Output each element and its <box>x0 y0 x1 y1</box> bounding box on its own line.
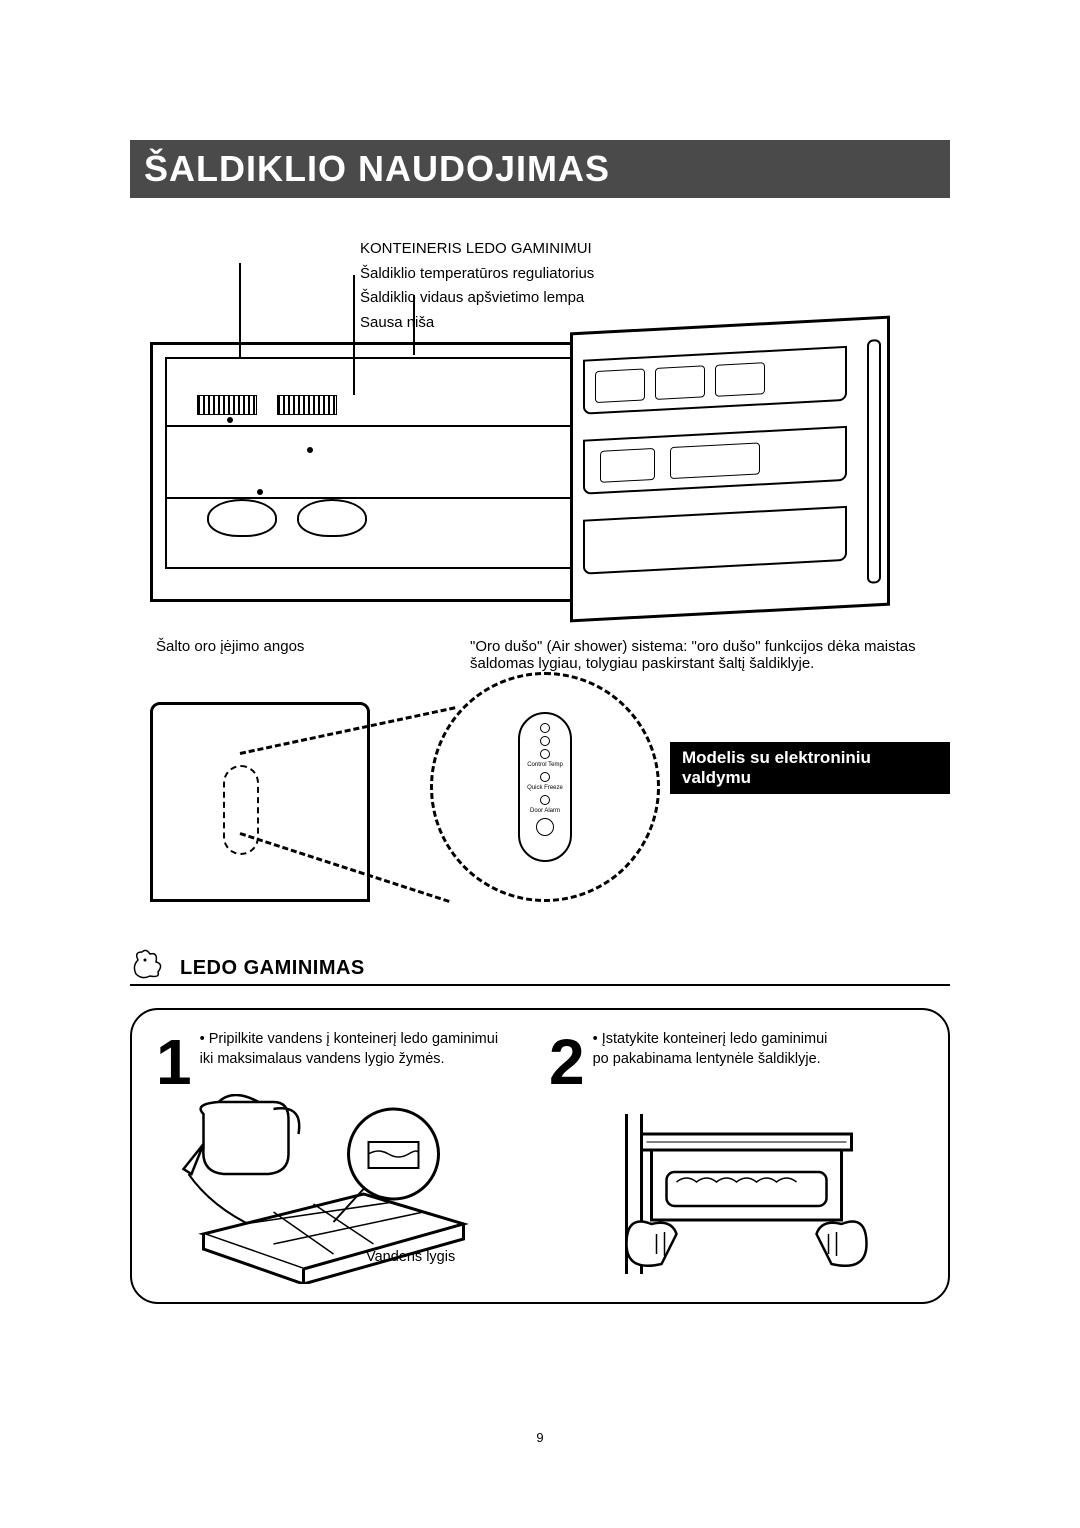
panel-label-door-alarm: Door Alarm <box>520 808 570 814</box>
door-handle <box>867 339 881 584</box>
pour-water-illustration <box>156 1094 531 1284</box>
step-number-2: 2 <box>549 1030 585 1094</box>
control-panel-illustration: Control Temp Quick Freeze Door Alarm <box>518 712 572 862</box>
insert-tray-illustration <box>549 1094 924 1284</box>
zoom-circle: Control Temp Quick Freeze Door Alarm <box>430 672 660 902</box>
label-ice-container: KONTEINERIS LEDO GAMINIMUI <box>360 238 950 261</box>
callout-dot <box>307 447 313 453</box>
indicator-led-icon <box>540 723 550 733</box>
page-number: 9 <box>130 1430 950 1445</box>
leader-line <box>413 295 415 355</box>
page-title: ŠALDIKLIO NAUDOJIMAS <box>144 148 610 189</box>
info-icon <box>536 818 554 836</box>
step-2: 2 • Įstatykite konteinerį ledo gaminimui… <box>549 1030 924 1284</box>
step-1-line-1: • Pripilkite vandens į konteinerį ledo g… <box>156 1030 531 1050</box>
steps-container: 1 • Pripilkite vandens į konteinerį ledo… <box>130 1008 950 1304</box>
callout-dot <box>227 417 233 423</box>
step-2-text: • Įstatykite konteinerį ledo gaminimui p… <box>549 1030 924 1069</box>
section-heading: LEDO GAMINIMAS <box>180 957 365 980</box>
freezer-open-diagram <box>130 342 950 632</box>
panel-location-callout <box>223 765 259 855</box>
food-package-icon <box>600 448 655 483</box>
step-2-illustration <box>549 1094 924 1284</box>
shelf <box>167 489 573 499</box>
food-package-icon <box>715 362 765 397</box>
control-panel-diagram: Control Temp Quick Freeze Door Alarm Mod… <box>130 682 950 942</box>
diagram-bottom-labels: Šalto oro įėjimo angos "Oro dušo" (Air s… <box>130 638 950 672</box>
step-2-line-2: po pakabinama lentynėle šaldiklyje. <box>549 1050 924 1070</box>
indicator-led-icon <box>540 736 550 746</box>
leader-line <box>353 275 355 395</box>
freezer-cabinet <box>150 342 590 602</box>
ice-tray-icon <box>277 395 337 415</box>
freezer-door <box>570 316 890 623</box>
model-badge: Modelis su elektroniniu valdymu <box>670 742 950 794</box>
cabinet-interior <box>165 357 575 569</box>
leader-line <box>239 263 241 357</box>
model-badge-text: Modelis su elektroniniu valdymu <box>682 748 871 787</box>
label-temp-regulator: Šaldiklio temperatūros reguliatorius <box>360 263 950 286</box>
frozen-food-icon <box>297 499 367 537</box>
step-1: 1 • Pripilkite vandens į konteinerį ledo… <box>156 1030 531 1284</box>
panel-label-quick-freeze: Quick Freeze <box>520 785 570 791</box>
door-shelf <box>583 426 847 495</box>
door-shelf <box>583 506 847 575</box>
squirrel-icon <box>130 946 170 980</box>
water-level-label: Vandens lygis <box>366 1249 455 1265</box>
step-1-line-2: iki maksimalaus vandens lygio žymės. <box>156 1050 531 1070</box>
step-2-line-1: • Įstatykite konteinerį ledo gaminimui <box>549 1030 924 1050</box>
label-interior-lamp: Šaldiklio vidaus apšvietimo lempa <box>360 287 950 310</box>
door-shelf <box>583 346 847 415</box>
button-icon <box>540 795 550 805</box>
section-heading-row: LEDO GAMINIMAS <box>130 946 950 986</box>
label-air-shower: "Oro dušo" (Air shower) sistema: "oro du… <box>470 638 916 672</box>
food-package-icon <box>595 368 645 403</box>
ice-tray-icon <box>197 395 257 415</box>
indicator-led-icon <box>540 749 550 759</box>
frozen-food-icon <box>207 499 277 537</box>
button-icon <box>540 772 550 782</box>
callout-dot <box>257 489 263 495</box>
panel-label-control-temp: Control Temp <box>520 762 570 768</box>
step-number-1: 1 <box>156 1030 192 1094</box>
step-1-illustration: Vandens lygis <box>156 1094 531 1284</box>
label-cold-air-inlet: Šalto oro įėjimo angos <box>156 638 304 655</box>
step-1-text: • Pripilkite vandens į konteinerį ledo g… <box>156 1030 531 1069</box>
page-title-bar: ŠALDIKLIO NAUDOJIMAS <box>130 140 950 198</box>
food-package-icon <box>670 442 760 479</box>
food-package-icon <box>655 365 705 400</box>
